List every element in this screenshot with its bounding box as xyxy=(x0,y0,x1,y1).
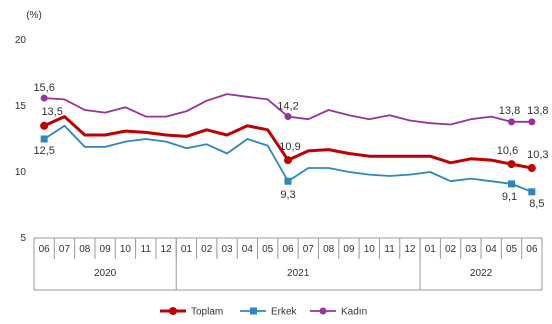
legend-label: Kadın xyxy=(341,307,367,318)
data-point-kad-n xyxy=(508,118,516,126)
x-tick-label: 05 xyxy=(262,244,274,255)
legend-marker xyxy=(250,307,257,315)
data-label: 12,5 xyxy=(33,145,54,157)
data-label: 8,5 xyxy=(529,198,544,210)
x-tick-label: 06 xyxy=(39,244,51,255)
data-point-erkek xyxy=(508,180,516,188)
legend-marker xyxy=(169,307,177,315)
axes: 5 10 15 20 06 07 08 09 10 11 12 01 02 03 04 05 06 07 08 09 1… xyxy=(15,35,543,291)
data-point-kad-n xyxy=(528,118,536,126)
x-tick-label: 10 xyxy=(364,244,376,255)
x-tick-label: 02 xyxy=(445,244,457,255)
data-point-toplam xyxy=(40,121,49,130)
x-tick-label: 03 xyxy=(221,244,233,255)
data-label: 13,8 xyxy=(527,105,548,117)
x-tick-label: 07 xyxy=(59,244,71,255)
y-tick-label: 20 xyxy=(15,35,27,46)
year-label: 2022 xyxy=(470,268,493,279)
legend-marker xyxy=(319,307,327,315)
data-point-erkek xyxy=(284,177,292,185)
x-tick-label: 08 xyxy=(79,244,91,255)
data-label: 14,2 xyxy=(277,101,298,113)
y-axis-unit-label: (%) xyxy=(26,10,42,21)
legend: Toplam Erkek Kadın xyxy=(160,307,367,318)
data-label: 15,6 xyxy=(33,82,54,94)
x-tick-label: 11 xyxy=(384,244,395,255)
data-label: 13,8 xyxy=(499,105,520,117)
x-tick-label: 09 xyxy=(100,244,112,255)
data-point-erkek xyxy=(40,135,48,143)
data-label: 10,9 xyxy=(279,141,300,153)
legend-label: Toplam xyxy=(191,307,223,318)
data-label: 10,3 xyxy=(527,149,548,161)
data-label: 9,1 xyxy=(502,191,517,203)
data-label: 10,6 xyxy=(497,145,518,157)
x-tick-label: 02 xyxy=(201,244,213,255)
x-tick-label: 03 xyxy=(465,244,477,255)
data-label: 9,3 xyxy=(280,189,295,201)
data-label: 13,5 xyxy=(41,106,62,118)
data-point-toplam xyxy=(527,164,536,173)
y-tick-label: 10 xyxy=(15,167,27,178)
y-tick-label: 5 xyxy=(20,233,26,244)
y-tick-label: 15 xyxy=(15,101,27,112)
data-labels: 13,5 10,9 10,6 10,3 12,5 9,3 9,1 8,5 15,6 14,2 13,… xyxy=(33,82,548,210)
year-label: 2020 xyxy=(94,268,117,279)
year-label: 2021 xyxy=(287,268,310,279)
x-tick-label: 04 xyxy=(242,244,254,255)
x-tick-label: 12 xyxy=(404,244,416,255)
x-tick-label: 06 xyxy=(282,244,294,255)
x-tick-label: 04 xyxy=(486,244,498,255)
x-tick-label: 01 xyxy=(181,244,193,255)
x-tick-label: 01 xyxy=(425,244,437,255)
x-tick-label: 07 xyxy=(303,244,315,255)
x-tick-label: 08 xyxy=(323,244,335,255)
data-point-kad-n xyxy=(284,113,292,121)
series-group xyxy=(40,93,536,196)
x-tick-label: 09 xyxy=(343,244,355,255)
data-point-toplam xyxy=(284,156,292,165)
x-tick-label: 11 xyxy=(141,244,152,255)
data-point-erkek xyxy=(528,188,536,196)
x-tick-label: 06 xyxy=(526,244,538,255)
x-tick-label: 10 xyxy=(120,244,132,255)
data-point-toplam xyxy=(507,160,516,169)
data-point-kad-n xyxy=(40,94,48,102)
legend-label: Erkek xyxy=(271,307,298,318)
x-tick-label: 12 xyxy=(161,244,173,255)
x-tick-label: 05 xyxy=(506,244,518,255)
